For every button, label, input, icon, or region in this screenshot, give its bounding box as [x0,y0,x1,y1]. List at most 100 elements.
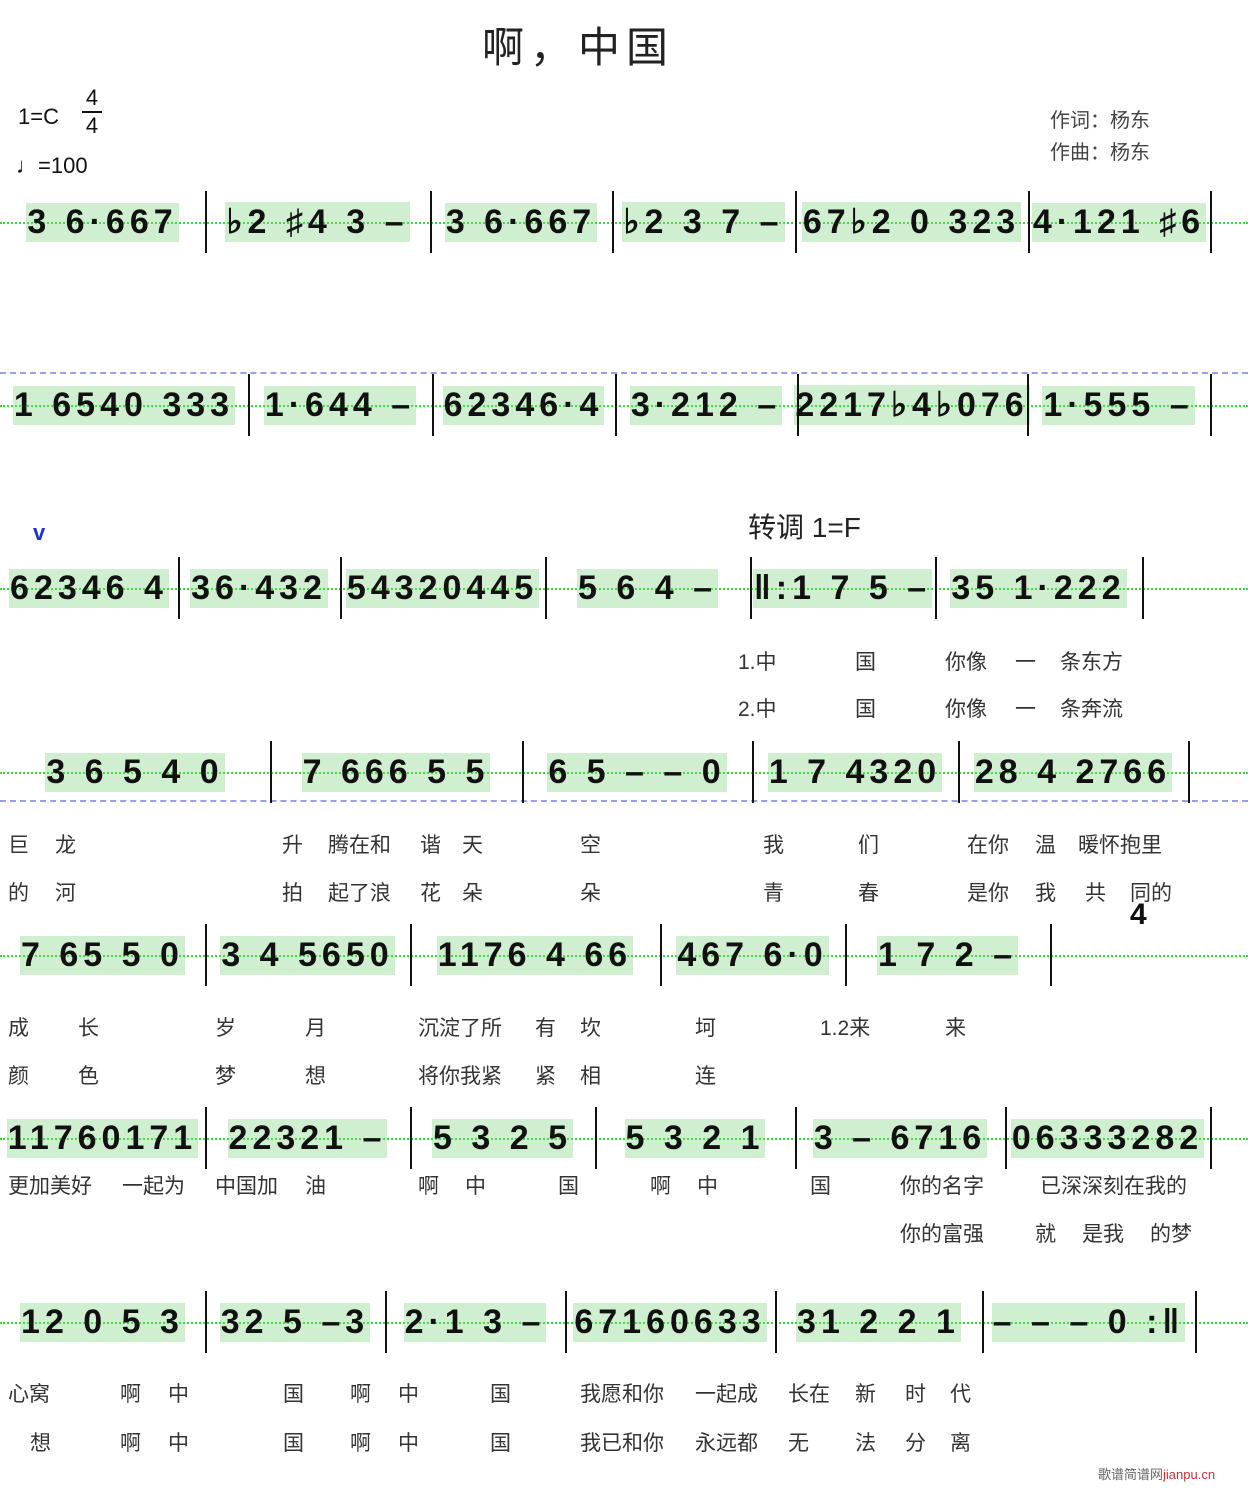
lyric-syllable: 国 [283,1432,304,1455]
measure: 32 5 –3 [205,1292,385,1352]
measure-notes: 54320445 [345,568,540,608]
staff-line [0,588,1248,590]
bar-line [750,557,752,619]
lyric-syllable: 2.中 [738,698,777,721]
lyric-syllable: 河 [55,882,76,905]
lyric-syllable: 时 [905,1383,926,1406]
measure-notes: 3·212 – [629,385,783,425]
lyric-syllable: 条东方 [1060,651,1123,674]
lyric-syllable: 啊 [350,1432,371,1455]
measure-notes: 7 65 5 0 [20,935,185,975]
lyric-syllable: 1.2来 [820,1017,871,1040]
measure-notes: 3 6·667 [444,202,598,242]
measure-notes: 32 5 –3 [219,1302,371,1342]
measure: 1176 4 66 [410,925,660,985]
lyric-syllable: 国 [810,1175,831,1198]
lyric-syllable: 的 [8,882,29,905]
watermark-text: 歌谱简谱网 [1098,1467,1164,1482]
lyric-syllable: 永远都 [695,1432,758,1455]
lyric-syllable: 长在 [788,1383,830,1406]
lyric-syllable: 朵 [580,882,601,905]
time-signature-top: 4 [85,85,99,110]
measure: 1·644 – [248,375,432,435]
lyric-syllable: 想 [305,1065,326,1088]
bar-line [1210,374,1212,436]
bar-line [595,1107,597,1169]
bar-line [205,1107,207,1169]
measure: 35 1·222 [935,558,1142,618]
quarter-note-icon: ♩ [16,153,38,178]
bar-line [205,1291,207,1353]
measure: 67♭2 0 323 [795,192,1028,252]
measure: 6 5 – – 0 [522,742,752,802]
bar-line [1028,191,1030,253]
page-guide-line [0,372,1248,374]
bar-line [795,191,797,253]
measure-notes: 22321 – [227,1118,388,1158]
lyric-syllable: 是我 [1082,1223,1124,1246]
bar-line [432,374,434,436]
lyric-syllable: 你的名字 [900,1175,984,1198]
lyric-syllable: 中 [398,1383,419,1406]
measure: 5 6 4 – [545,558,750,618]
stray-number: 4 [1130,898,1147,931]
measure-notes: 67160633 [573,1302,767,1342]
lyric-syllable: 离 [950,1432,971,1455]
measure: ♭2 ♯4 3 – [205,192,430,252]
lyric-syllable: 坷 [695,1017,716,1040]
lyric-syllable: 啊 [650,1175,671,1198]
lyric-syllable: 心窝 [8,1383,50,1406]
measure: 3·212 – [615,375,797,435]
lyric-syllable: 月 [305,1017,326,1040]
bar-line [430,191,432,253]
bar-line [1195,1291,1197,1353]
composer-credit: 作曲：杨东 [1050,142,1150,164]
lyric-syllable: 朵 [462,882,483,905]
bar-line [1050,924,1052,986]
bar-line [1142,557,1144,619]
staff-line [0,222,1248,224]
breath-mark: v [33,520,46,545]
bar-line [775,1291,777,1353]
lyric-syllable: 一 [1015,698,1036,721]
tempo-value: =100 [38,153,88,178]
measure: 1 7 4320 [752,742,958,802]
measure: 06333282 [1005,1108,1210,1168]
song-title: 啊，中国 [482,24,675,71]
lyric-syllable: 连 [695,1065,716,1088]
modulation-label: 转调 1=F [748,512,861,543]
measure-notes: 1 6540 333 [12,385,236,425]
lyric-syllable: 你的富强 [900,1223,984,1246]
measure: 2217♭4♭076 [794,375,1030,435]
lyricist-credit: 作词：杨东 [1050,110,1150,132]
lyric-syllable: 我 [1035,882,1056,905]
lyric-syllable: 紧 [535,1065,556,1088]
bar-line [522,741,524,803]
bar-line [615,374,617,436]
time-signature: 4 4 [82,86,102,138]
measure-notes: 1 7 2 – [877,935,1018,975]
lyric-syllable: 升 [282,834,303,857]
bar-line [935,557,937,619]
page-guide-line [0,800,1248,802]
bar-line [205,924,207,986]
measure-notes: 467 6·0 [676,935,829,975]
lyric-syllable: 代 [950,1383,971,1406]
lyric-syllable: 国 [558,1175,579,1198]
lyric-syllable: 谐 [420,834,441,857]
lyric-syllable: 一起成 [695,1383,758,1406]
lyric-syllable: 花 [420,882,441,905]
bar-line [565,1291,567,1353]
time-signature-line [82,111,102,113]
measure-notes: ‖:1 7 5 – [752,568,933,608]
lyric-syllable: 分 [905,1432,926,1455]
lyric-syllable: 国 [855,651,876,674]
key-signature: 1=C [18,104,59,129]
bar-line [1005,1107,1007,1169]
measure: 1·555 – [1027,375,1210,435]
lyric-syllable: 天 [462,834,483,857]
lyric-syllable: 中 [168,1432,189,1455]
staff-line [0,1322,1248,1324]
bar-line [958,741,960,803]
lyric-syllable: 拍 [282,882,303,905]
